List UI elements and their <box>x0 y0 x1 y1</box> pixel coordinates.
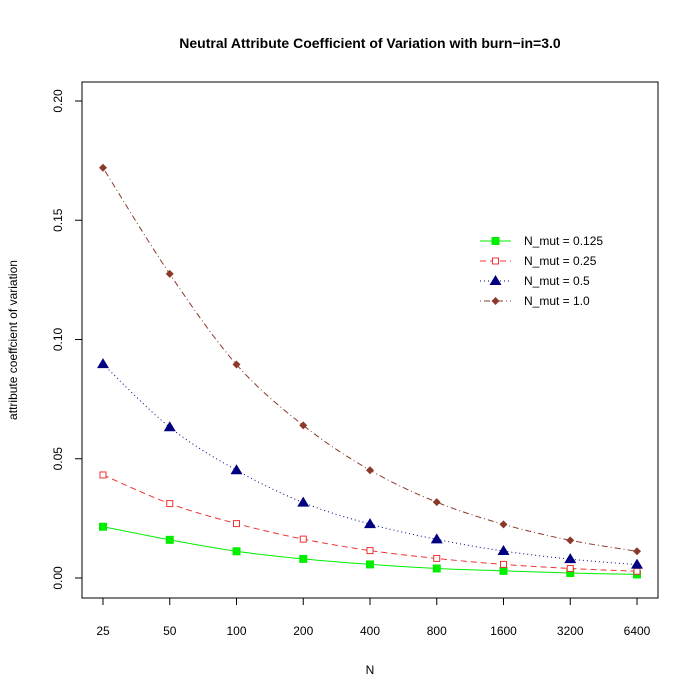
y-axis-label: attribute coeffcient of variation <box>6 260 20 420</box>
y-tick-label: 0.05 <box>51 447 65 471</box>
data-point <box>233 520 240 528</box>
y-axis: 0.00 0.05 0.10 0.15 0.20 <box>51 89 83 590</box>
data-point <box>499 566 508 575</box>
data-point <box>99 471 107 479</box>
legend-marker <box>492 257 499 265</box>
data-point <box>566 564 574 572</box>
data-point <box>230 464 243 475</box>
data-point <box>500 560 507 568</box>
series-group-2 <box>99 471 641 575</box>
data-point <box>566 536 575 545</box>
legend-item-2: N_mut = 0.25 <box>480 254 597 268</box>
data-point <box>430 533 443 544</box>
legend-label: N_mut = 0.125 <box>524 234 603 248</box>
data-point <box>299 421 308 430</box>
legend-marker <box>489 275 502 285</box>
data-point <box>99 163 107 172</box>
legend-marker <box>491 297 500 305</box>
data-point <box>433 554 441 562</box>
x-axis-label: N <box>366 663 375 677</box>
data-point <box>232 360 241 369</box>
data-point <box>633 567 641 575</box>
data-point <box>366 560 374 569</box>
data-point <box>166 500 174 508</box>
data-point <box>299 554 308 563</box>
series-line-2 <box>102 474 638 572</box>
legend-item-3: N_mut = 0.5 <box>480 274 590 288</box>
legend-label: N_mut = 0.5 <box>524 274 590 288</box>
y-tick-label: 0.15 <box>51 208 65 232</box>
series-line-3 <box>102 363 638 566</box>
data-point <box>99 522 107 531</box>
data-point <box>564 553 577 564</box>
chart-title: Neutral Attribute Coefficient of Variati… <box>179 35 561 51</box>
data-point <box>432 564 441 573</box>
y-tick-label: 0.20 <box>51 89 65 113</box>
x-tick-label: 1600 <box>490 624 517 638</box>
data-point <box>163 421 176 432</box>
data-point <box>97 358 109 369</box>
data-point <box>165 535 174 544</box>
x-tick-label: 6400 <box>624 624 651 638</box>
x-tick-label: 100 <box>226 624 246 638</box>
x-tick-label: 3200 <box>557 624 584 638</box>
legend: N_mut = 0.125 N_mut = 0.25 N_mut = 0.5 N_mu… <box>480 234 603 308</box>
data-point <box>364 518 376 529</box>
data-point <box>499 520 508 529</box>
data-point <box>299 535 307 543</box>
x-tick-label: 25 <box>96 624 110 638</box>
x-tick-label: 400 <box>360 624 380 638</box>
legend-label: N_mut = 0.25 <box>524 254 597 268</box>
y-tick-label: 0.00 <box>51 566 65 590</box>
x-axis: 25 50 100 200 400 800 1600 3200 6400 <box>96 597 651 638</box>
data-point <box>297 496 310 507</box>
data-point <box>432 498 441 507</box>
x-tick-label: 50 <box>163 624 177 638</box>
data-point <box>366 466 374 475</box>
data-point <box>631 558 643 569</box>
x-tick-label: 800 <box>427 624 447 638</box>
data-point <box>232 547 241 556</box>
series-group-3 <box>97 358 643 569</box>
data-point <box>366 547 374 555</box>
series-layer <box>97 163 643 579</box>
y-tick-label: 0.10 <box>51 327 65 351</box>
legend-label: N_mut = 1.0 <box>524 294 590 308</box>
data-point <box>165 269 174 278</box>
series-group-4 <box>99 163 641 556</box>
data-point <box>633 547 641 556</box>
legend-item-1: N_mut = 0.125 <box>480 234 603 248</box>
legend-item-4: N_mut = 1.0 <box>480 294 590 308</box>
series-line-4 <box>102 167 638 552</box>
legend-marker <box>491 237 500 245</box>
x-tick-label: 200 <box>293 624 313 638</box>
data-point <box>566 568 575 577</box>
data-point <box>497 545 510 556</box>
